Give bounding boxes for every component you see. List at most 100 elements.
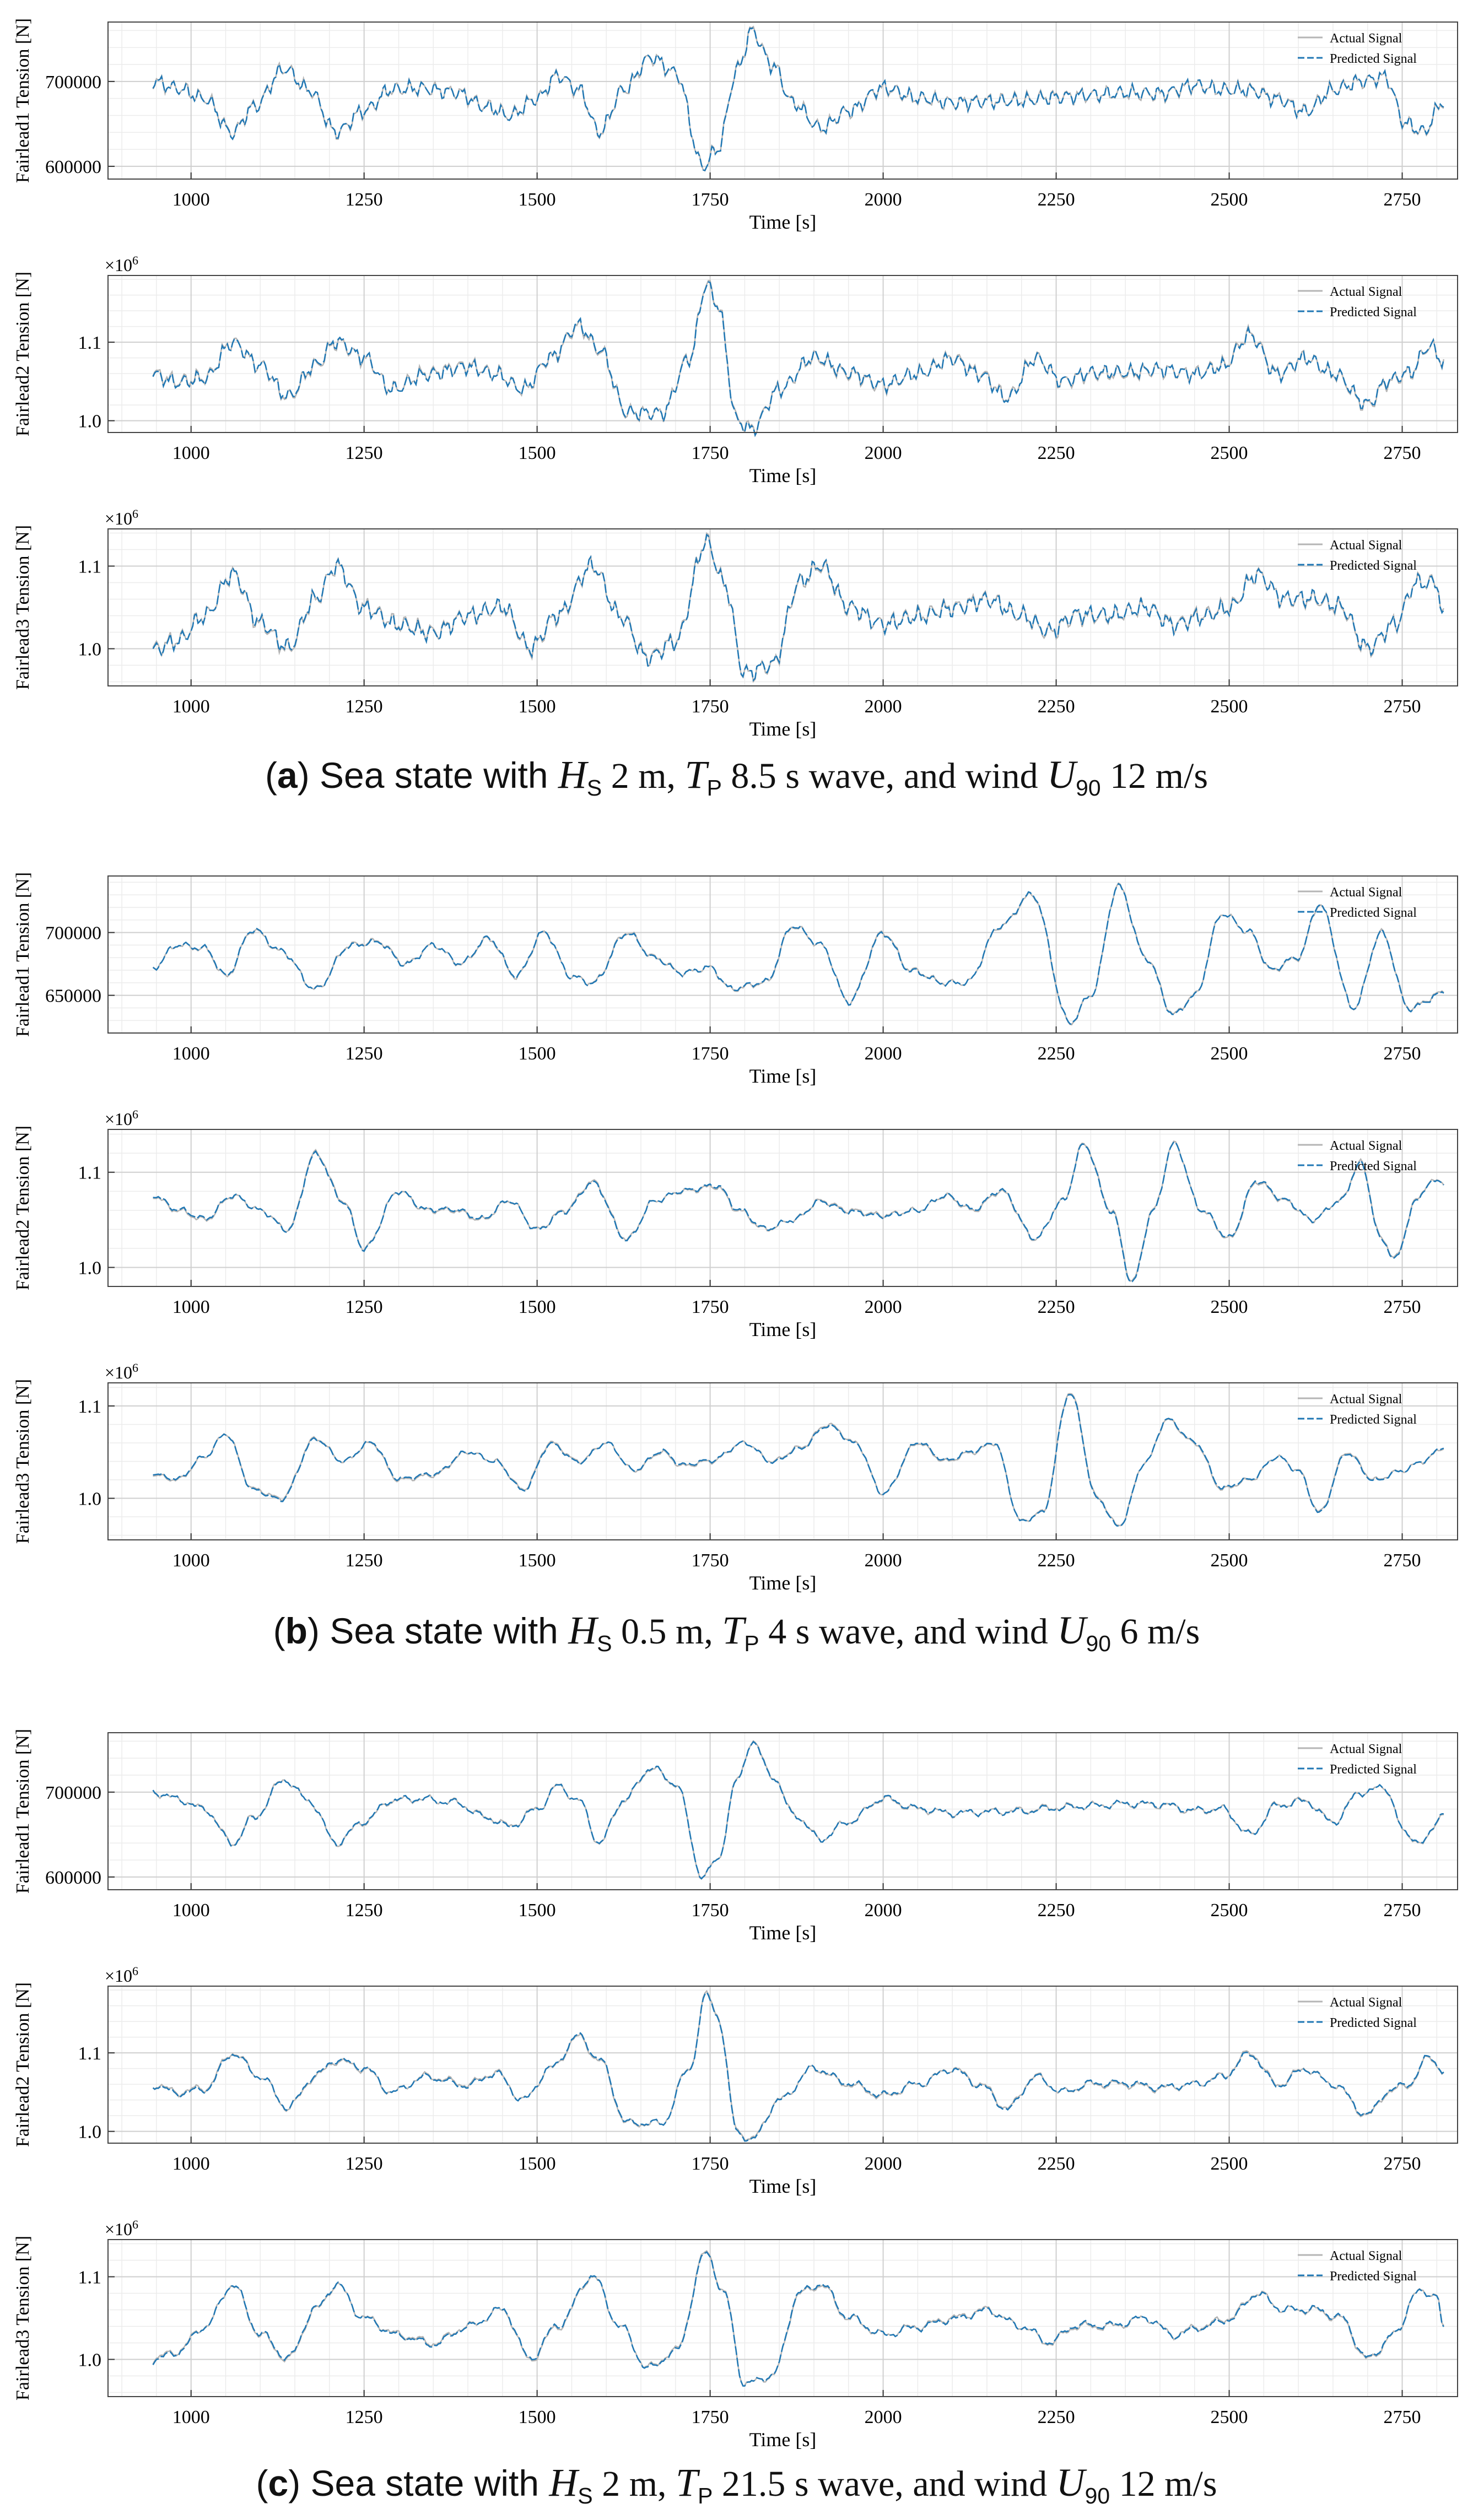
x-tick-label: 1500 xyxy=(519,190,556,210)
legend-predicted-label: Predicted Signal xyxy=(1330,906,1417,920)
x-tick-label: 1250 xyxy=(346,1550,383,1571)
chart-panel-c-1: 1000 1250 1500 1750 2000 2250 2500 2750 600000 70… xyxy=(13,1729,1458,1944)
caption-b-u: U xyxy=(1057,1608,1086,1652)
actual-signal-line xyxy=(152,1740,1444,1880)
caption-b-hs-sub: S xyxy=(597,1631,612,1657)
x-tick-label: 1750 xyxy=(692,190,729,210)
x-tick-label: 1750 xyxy=(692,2407,729,2427)
y-tick-label: 700000 xyxy=(45,923,101,944)
caption-c-hs: H xyxy=(549,2460,578,2505)
x-tick-label: 1500 xyxy=(519,2407,556,2427)
x-tick-label: 2750 xyxy=(1384,443,1421,463)
y-tick-label: 1.0 xyxy=(78,412,102,432)
caption-b-hs-val: 0.5 m, xyxy=(612,1611,722,1652)
plot-frame xyxy=(107,1732,1458,1890)
plot-frame xyxy=(107,1986,1458,2144)
caption-a-tp: T xyxy=(684,753,707,797)
caption-c-u-sub: 90 xyxy=(1084,2483,1110,2509)
caption-c-hs-val: 2 m, xyxy=(592,2464,676,2504)
chart-panel-b-2: 1000 1250 1500 1750 2000 2250 2500 2750 1.0 1.1 Ac… xyxy=(13,1107,1458,1340)
y-tick-label: 650000 xyxy=(45,986,101,1007)
predicted-signal-line xyxy=(152,883,1444,1025)
x-tick-label: 2750 xyxy=(1384,1043,1421,1064)
x-tick-label: 2000 xyxy=(865,1550,902,1571)
x-tick-label: 2500 xyxy=(1211,190,1248,210)
legend-predicted-label: Predicted Signal xyxy=(1330,1413,1417,1427)
caption-b-tp: T xyxy=(722,1608,744,1652)
x-tick-label: 2750 xyxy=(1384,696,1421,717)
y-axis-label: Fairlead2 Tension [N] xyxy=(13,1126,33,1290)
plot-frame xyxy=(107,2239,1458,2397)
legend-actual-label: Actual Signal xyxy=(1330,1996,1402,2010)
y-tick-label: 1.0 xyxy=(78,1489,102,1510)
caption-c: (c) Sea state with HS 2 m, TP 21.5 s wav… xyxy=(256,2460,1217,2509)
caption-c-tp-val: 21.5 s wave, and wind xyxy=(713,2464,1056,2504)
x-tick-label: 2250 xyxy=(1038,696,1075,717)
y-tick-label: 1.0 xyxy=(78,640,102,660)
x-tick-label: 2500 xyxy=(1211,443,1248,463)
caption-a-prefix: Sea state with xyxy=(320,755,558,796)
x-tick-label: 1750 xyxy=(692,696,729,717)
x-tick-label: 2500 xyxy=(1211,2154,1248,2174)
x-tick-label: 1750 xyxy=(692,1900,729,1921)
x-tick-label: 1250 xyxy=(346,2407,383,2427)
x-tick-label: 1000 xyxy=(172,2154,210,2174)
x-tick-label: 1250 xyxy=(346,1297,383,1317)
caption-a: (a) Sea state with HS 2 m, TP 8.5 s wave… xyxy=(265,753,1208,801)
caption-b-tp-val: 4 s wave, and wind xyxy=(759,1611,1057,1652)
legend-predicted-label: Predicted Signal xyxy=(1330,52,1417,66)
legend-predicted-label: Predicted Signal xyxy=(1330,1762,1417,1777)
x-tick-label: 1000 xyxy=(172,1900,210,1921)
actual-signal-line xyxy=(152,2249,1444,2387)
x-tick-label: 1000 xyxy=(172,1297,210,1317)
caption-b-u-val: 6 m/s xyxy=(1110,1611,1200,1652)
x-tick-label: 2000 xyxy=(865,1043,902,1064)
predicted-signal-line xyxy=(152,1740,1444,1880)
x-axis-label: Time [s] xyxy=(749,718,817,740)
caption-b-u-sub: 90 xyxy=(1086,1631,1111,1657)
y-axis-exponent: ×106 xyxy=(105,1964,138,1986)
caption-a-u-val: 12 m/s xyxy=(1100,756,1208,796)
x-tick-label: 2750 xyxy=(1384,1297,1421,1317)
x-axis-label: Time [s] xyxy=(749,1065,817,1087)
x-tick-label: 2250 xyxy=(1038,443,1075,463)
x-tick-label: 2750 xyxy=(1384,2407,1421,2427)
y-tick-label: 600000 xyxy=(45,157,101,177)
x-axis-label: Time [s] xyxy=(749,1572,817,1594)
x-tick-label: 2250 xyxy=(1038,1043,1075,1064)
predicted-signal-line xyxy=(153,1141,1444,1283)
predicted-signal-line xyxy=(152,2251,1444,2387)
x-tick-label: 2500 xyxy=(1211,1900,1248,1921)
caption-b: (b) Sea state with HS 0.5 m, TP 4 s wave… xyxy=(273,1608,1200,1657)
y-tick-label: 1.1 xyxy=(78,333,102,353)
y-axis-exponent: ×106 xyxy=(105,507,138,528)
y-tick-label: 1.1 xyxy=(78,2268,102,2288)
x-tick-label: 2250 xyxy=(1038,1550,1075,1571)
y-tick-label: 700000 xyxy=(45,1783,101,1803)
x-tick-label: 1750 xyxy=(692,2154,729,2174)
y-axis-label: Fairlead3 Tension [N] xyxy=(13,1379,33,1544)
plot-frame xyxy=(107,275,1458,433)
chart-panel-b-1: 1000 1250 1500 1750 2000 2250 2500 2750 650000 70… xyxy=(13,872,1458,1087)
x-tick-label: 1500 xyxy=(519,1900,556,1921)
x-tick-label: 1750 xyxy=(692,1550,729,1571)
caption-b-prefix: Sea state with xyxy=(330,1610,569,1651)
x-tick-label: 2500 xyxy=(1211,696,1248,717)
caption-a-u: U xyxy=(1047,753,1076,797)
caption-b-hs: H xyxy=(568,1608,597,1652)
x-tick-label: 1500 xyxy=(519,443,556,463)
caption-c-tp-sub: P xyxy=(698,2483,713,2509)
x-tick-label: 2250 xyxy=(1038,190,1075,210)
caption-b-label: b xyxy=(285,1610,307,1651)
actual-signal-line xyxy=(152,1989,1444,2142)
y-axis-exponent: ×106 xyxy=(105,2218,138,2239)
actual-signal-line xyxy=(153,1140,1444,1282)
caption-a-tp-sub: P xyxy=(706,775,722,801)
plot-frame xyxy=(107,21,1458,180)
x-tick-label: 1000 xyxy=(172,696,210,717)
y-tick-label: 1.1 xyxy=(78,1163,102,1183)
caption-b-tp-sub: P xyxy=(744,1631,759,1657)
y-tick-label: 1.1 xyxy=(78,557,102,577)
x-tick-label: 1750 xyxy=(692,443,729,463)
